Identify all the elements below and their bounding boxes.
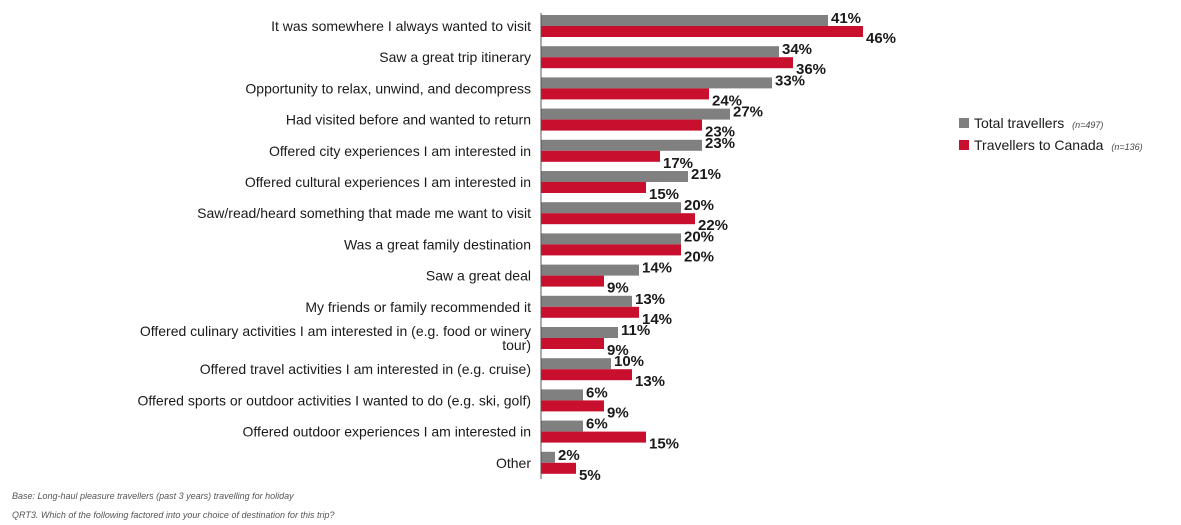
- value-label: 34%: [782, 41, 812, 58]
- bar-travellers-to-canada: [541, 119, 702, 131]
- bar-travellers-to-canada: [541, 244, 681, 256]
- bar-total-travellers: [541, 202, 681, 214]
- value-label: 13%: [635, 291, 665, 308]
- legend-sample-size: (n=497): [1072, 120, 1103, 130]
- legend-swatch-total: [959, 118, 969, 128]
- bar-travellers-to-canada: [541, 182, 646, 193]
- value-label: 22%: [698, 217, 728, 234]
- value-label: 27%: [733, 104, 763, 121]
- bar-travellers-to-canada: [541, 150, 660, 162]
- value-label: 15%: [649, 186, 679, 203]
- category-label: Offered culinary activities I am interes…: [140, 323, 531, 353]
- value-label: 11%: [621, 322, 650, 339]
- legend: Total travellers (n=497) Travellers to Ca…: [959, 115, 1143, 153]
- category-labels: It was somewhere I always wanted to visi…: [138, 18, 532, 471]
- legend-sample-size: (n=136): [1111, 142, 1142, 152]
- bar-travellers-to-canada: [541, 306, 639, 318]
- bar-total-travellers: [541, 139, 702, 151]
- value-label: 2%: [558, 447, 580, 464]
- category-label: Saw a great deal: [426, 268, 531, 284]
- value-label: 6%: [586, 416, 608, 433]
- category-label: Offered travel activities I am intereste…: [200, 361, 531, 377]
- value-label: 33%: [775, 72, 805, 89]
- bar-travellers-to-canada: [541, 26, 863, 37]
- value-label: 6%: [586, 384, 608, 401]
- value-label: 10%: [614, 353, 644, 370]
- category-label: Had visited before and wanted to return: [286, 112, 531, 128]
- bar-travellers-to-canada: [541, 213, 695, 225]
- category-label: Other: [496, 455, 531, 471]
- bar-travellers-to-canada: [541, 88, 709, 100]
- value-label: 41%: [831, 10, 861, 27]
- category-label: Saw/read/heard something that made me wa…: [197, 205, 531, 221]
- category-label: Offered cultural experiences I am intere…: [245, 174, 531, 190]
- bar-total-travellers: [541, 264, 639, 276]
- category-label: My friends or family recommended it: [305, 299, 531, 315]
- value-label: 9%: [607, 280, 629, 297]
- bar-total-travellers: [541, 295, 632, 307]
- category-label: Saw a great trip itinerary: [379, 49, 531, 65]
- bar-travellers-to-canada: [541, 57, 793, 69]
- bar-total-travellers: [541, 46, 779, 58]
- value-label: 5%: [579, 467, 601, 484]
- category-label: Was a great family destination: [344, 236, 531, 252]
- bar-travellers-to-canada: [541, 431, 646, 443]
- value-label: 20%: [684, 248, 714, 265]
- bar-total-travellers: [541, 171, 688, 182]
- bar-total-travellers: [541, 108, 730, 120]
- value-label: 14%: [642, 260, 672, 277]
- value-label: 23%: [705, 135, 735, 152]
- bar-total-travellers: [541, 389, 583, 401]
- value-label: 20%: [684, 228, 714, 245]
- value-label: 20%: [684, 197, 714, 214]
- legend-label: Travellers to Canada (n=136): [974, 137, 1143, 153]
- legend-swatch-canada: [959, 140, 969, 150]
- bar-total-travellers: [541, 358, 611, 370]
- value-labels: 41%46%34%36%33%24%27%23%23%17%21%15%20%2…: [558, 10, 896, 484]
- bar-total-travellers: [541, 451, 555, 463]
- legend-label: Total travellers (n=497): [974, 115, 1103, 131]
- bar-travellers-to-canada: [541, 275, 604, 287]
- category-label: Offered outdoor experiences I am interes…: [243, 424, 531, 440]
- bar-travellers-to-canada: [541, 338, 604, 349]
- bar-travellers-to-canada: [541, 462, 576, 474]
- value-label: 15%: [649, 436, 679, 453]
- value-label: 21%: [691, 166, 721, 183]
- bar-total-travellers: [541, 420, 583, 432]
- value-label: 13%: [635, 373, 665, 390]
- footnote-base: Base: Long-haul pleasure travellers (pas…: [12, 491, 294, 501]
- value-label: 9%: [607, 404, 629, 421]
- value-label: 17%: [663, 155, 693, 172]
- value-label: 46%: [866, 30, 896, 47]
- value-label: 24%: [712, 92, 742, 109]
- category-label: Offered sports or outdoor activities I w…: [138, 392, 532, 408]
- value-label: 9%: [607, 342, 629, 359]
- footnote-question: QRT3. Which of the following factored in…: [12, 510, 335, 520]
- value-label: 23%: [705, 124, 735, 141]
- bar-travellers-to-canada: [541, 369, 632, 381]
- category-label: Opportunity to relax, unwind, and decomp…: [245, 80, 531, 96]
- bar-total-travellers: [541, 77, 772, 89]
- bar-travellers-to-canada: [541, 400, 604, 412]
- category-label: It was somewhere I always wanted to visi…: [271, 18, 531, 34]
- category-label: Offered city experiences I am interested…: [269, 143, 531, 159]
- value-label: 14%: [642, 311, 672, 328]
- value-label: 36%: [796, 61, 826, 78]
- bar-total-travellers: [541, 327, 618, 338]
- bar-total-travellers: [541, 233, 681, 245]
- bar-total-travellers: [541, 15, 828, 26]
- bars-layer: [541, 15, 863, 474]
